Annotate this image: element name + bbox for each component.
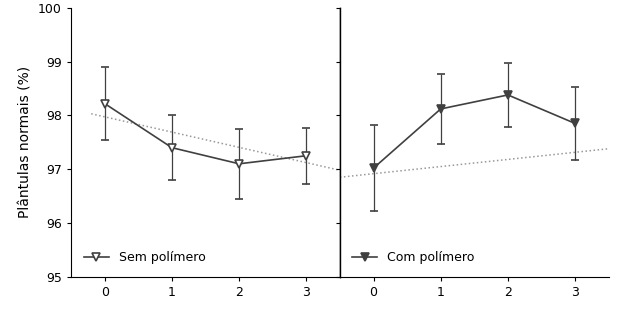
Legend: Com polímero: Com polímero bbox=[346, 245, 481, 271]
Legend: Sem polímero: Sem polímero bbox=[77, 245, 211, 271]
Y-axis label: Plântulas normais (%): Plântulas normais (%) bbox=[19, 66, 33, 218]
